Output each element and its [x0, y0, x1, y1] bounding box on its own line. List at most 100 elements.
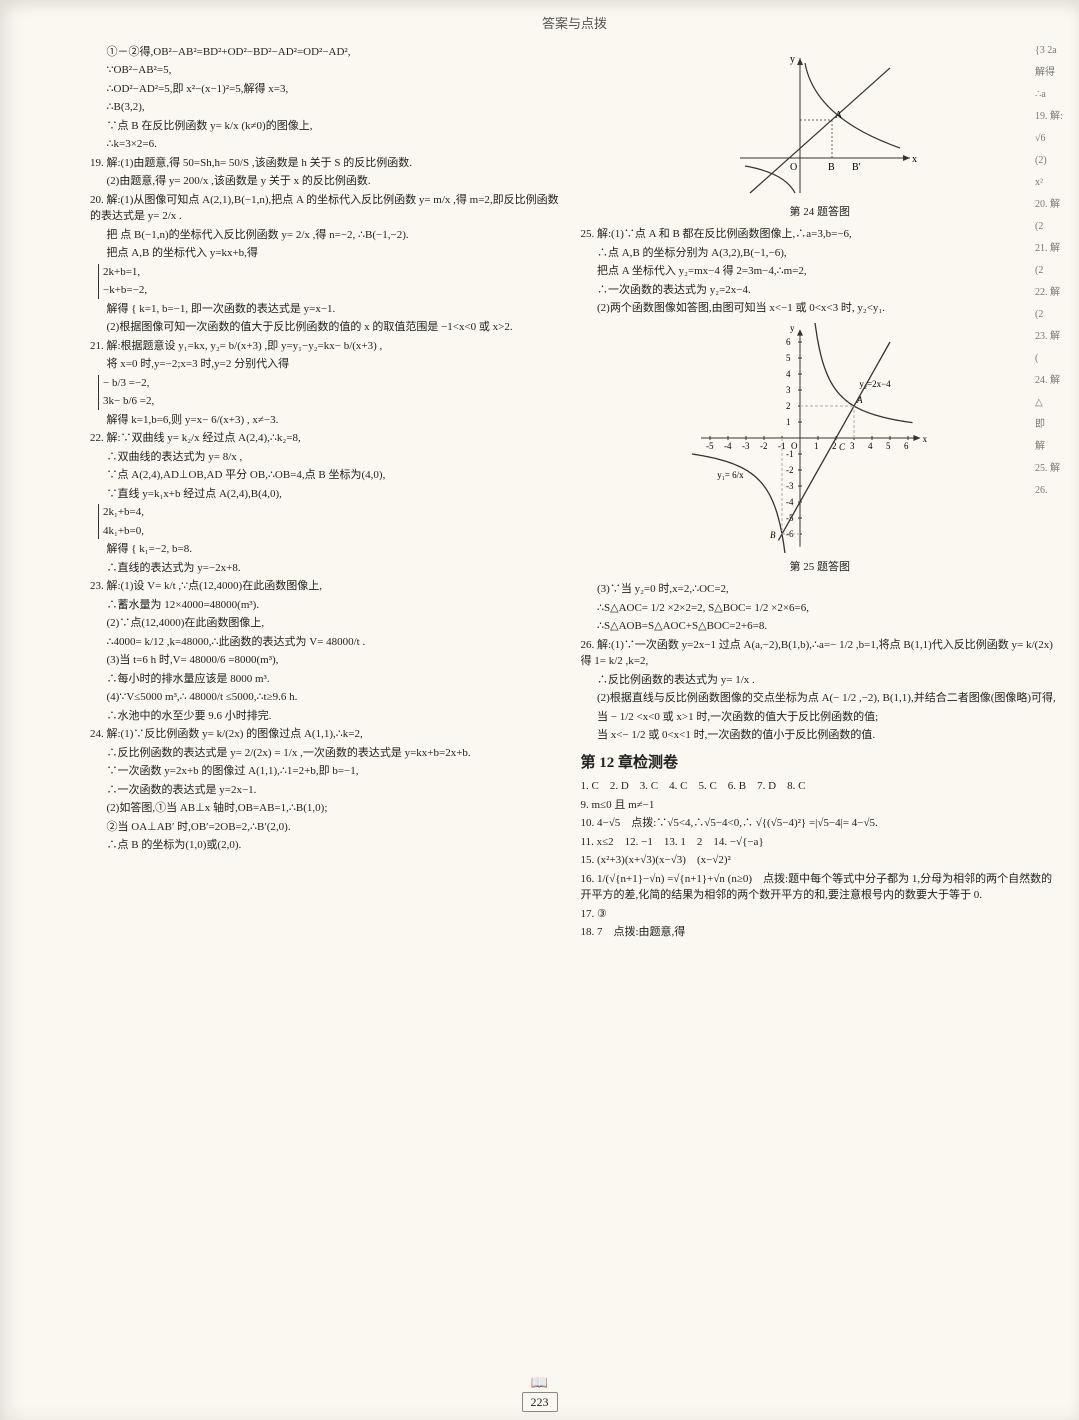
- q26-4: 当 − 1/2 <x<0 或 x>1 时,一次函数的值大于反比例函数的值;: [581, 709, 1060, 726]
- q20-4: 解得 { k=1, b=−1, 即一次函数的表达式是 y=x−1.: [90, 301, 569, 318]
- svg-text:4: 4: [868, 441, 873, 451]
- svg-text:B′: B′: [852, 162, 861, 173]
- a9: 9. m≤0 且 m≠−1: [581, 797, 1060, 814]
- svg-text:1: 1: [814, 441, 819, 451]
- svg-text:y: y: [790, 54, 795, 65]
- svg-text:6: 6: [904, 441, 909, 451]
- q23-4: ∴4000= k/12 ,k=48000,∴此函数的表达式为 V= 48000/…: [90, 634, 569, 651]
- q24-7: ∴点 B 的坐标为(1,0)或(2,0).: [90, 837, 569, 854]
- svg-text:C: C: [839, 442, 846, 452]
- q22-1: 22. 解:∵双曲线 y= k₂/x 经过点 A(2,4),∴k₂=8,: [90, 430, 569, 447]
- svg-text:x: x: [912, 154, 917, 165]
- text-line: ①－②得,OB²−AB²=BD²+OD²−BD²−AD²=OD²−AD²,: [90, 44, 569, 61]
- q25-6: (3)∵当 y₂=0 时,x=2,∴OC=2,: [581, 581, 1060, 598]
- q23-6: ∴每小时的排水量应该是 8000 m³.: [90, 671, 569, 688]
- q20-5: (2)根据图像可知一次函数的值大于反比例函数的值的 x 的取值范围是 −1<x<…: [90, 319, 569, 336]
- svg-text:A: A: [835, 110, 843, 121]
- q24-3: ∵一次函数 y=2x+b 的图像过 A(1,1),∴1=2+b,即 b=−1,: [90, 763, 569, 780]
- svg-text:B: B: [828, 162, 835, 173]
- eq: 2k+b=1,: [103, 264, 569, 281]
- svg-text:5: 5: [786, 353, 791, 363]
- edge-text: 24. 解: [1035, 370, 1075, 392]
- q23-5: (3)当 t=6 h 时,V= 48000/6 =8000(m³),: [90, 652, 569, 669]
- q24-5: (2)如答图,①当 AB⊥x 轴时,OB=AB=1,∴B(1,0);: [90, 800, 569, 817]
- svg-text:y: y: [790, 323, 795, 333]
- eq: 4k₁+b=0,: [103, 523, 569, 540]
- svg-text:1: 1: [786, 417, 791, 427]
- edge-text: 22. 解: [1035, 282, 1075, 304]
- q20-2: 把 点 B(−1,n)的坐标代入反比例函数 y= 2/x ,得 n=−2, ∴B…: [90, 227, 569, 244]
- text-line: ∴B(3,2),: [90, 99, 569, 116]
- q21-1: 21. 解:根据题意设 y₁=kx, y₂= b/(x+3) ,即 y=y₁−y…: [90, 338, 569, 355]
- edge-text: (2: [1035, 260, 1075, 282]
- brace-system: 2k₁+b=4, 4k₁+b=0,: [98, 504, 569, 539]
- q19-1: 19. 解:(1)由题意,得 50=Sh,h= 50/S ,该函数是 h 关于 …: [90, 155, 569, 172]
- edge-text: 25. 解: [1035, 458, 1075, 480]
- edge-text: ∴a: [1035, 84, 1075, 106]
- edge-text: (2: [1035, 216, 1075, 238]
- svg-text:y₁= 6/x: y₁= 6/x: [717, 470, 744, 480]
- eq: 2k₁+b=4,: [103, 504, 569, 521]
- svg-text:-3: -3: [786, 481, 794, 491]
- mc-answers: 1. C 2. D 3. C 4. C 5. C 6. B 7. D 8. C: [581, 778, 1060, 795]
- svg-text:x: x: [922, 434, 927, 444]
- q20-3: 把点 A,B 的坐标代入 y=kx+b,得: [90, 245, 569, 262]
- q22-2: ∴双曲线的表达式为 y= 8/x ,: [90, 449, 569, 466]
- text-line: ∵OB²−AB²=5,: [90, 62, 569, 79]
- q25-7: ∴S△AOC= 1/2 ×2×2=2, S△BOC= 1/2 ×2×6=6,: [581, 600, 1060, 617]
- q20-1: 20. 解:(1)从图像可知点 A(2,1),B(−1,n),把点 A 的坐标代…: [90, 192, 569, 225]
- q24-1: 24. 解:(1)∵反比例函数 y= k/(2x) 的图像过点 A(1,1),∴…: [90, 726, 569, 743]
- edge-text: 解得: [1035, 62, 1075, 84]
- q21-2: 将 x=0 时,y=−2;x=3 时,y=2 分别代入得: [90, 356, 569, 373]
- right-column: x y O A B B′ 第 24 题答图 25. 解:(1)∵点 A 和 B …: [581, 42, 1060, 943]
- q25-2: ∴点 A,B 的坐标分别为 A(3,2),B(−1,−6),: [581, 245, 1060, 262]
- svg-text:6: 6: [786, 337, 791, 347]
- next-page-edge: {3 2a 解得 ∴a 19. 解: √6 (2) x² 20. 解 (2 21…: [1031, 0, 1079, 1420]
- q22-3: ∵点 A(2,4),AD⊥OB,AD 平分 OB,∴OB=4,点 B 坐标为(4…: [90, 467, 569, 484]
- svg-text:2: 2: [786, 401, 791, 411]
- q22-5: 解得 { k₁=−2, b=8.: [90, 541, 569, 558]
- svg-text:-1: -1: [786, 449, 794, 459]
- a11-14: 11. x≤2 12. −1 13. 1 2 14. −√{−a}: [581, 834, 1060, 851]
- svg-text:-5: -5: [706, 441, 714, 451]
- text-line: ∴k=3×2=6.: [90, 136, 569, 153]
- q25-5: (2)两个函数图像如答图,由图可知当 x<−1 或 0<x<3 时, y₂<y₁…: [581, 300, 1060, 317]
- a10: 10. 4−√5 点拨:∵√5<4,∴√5−4<0,∴ √{(√5−4)²} =…: [581, 815, 1060, 832]
- q26-3: (2)根据直线与反比例函数图像的交点坐标为点 A(− 1/2 ,−2), B(1…: [581, 690, 1060, 707]
- figure-24-caption: 第 24 题答图: [581, 204, 1060, 221]
- svg-text:3: 3: [786, 385, 791, 395]
- q23-1: 23. 解:(1)设 V= k/t ,∵点(12,4000)在此函数图像上,: [90, 578, 569, 595]
- svg-text:-3: -3: [742, 441, 750, 451]
- edge-text: 26.: [1035, 480, 1075, 502]
- q23-3: (2)∵点(12,4000)在此函数图像上,: [90, 615, 569, 632]
- edge-text: 解: [1035, 436, 1075, 458]
- a18: 18. 7 点拨:由题意,得: [581, 924, 1060, 941]
- svg-text:-4: -4: [724, 441, 732, 451]
- q26-2: ∴反比例函数的表达式为 y= 1/x .: [581, 672, 1060, 689]
- svg-text:-2: -2: [786, 465, 794, 475]
- figure-25-caption: 第 25 题答图: [581, 559, 1060, 576]
- svg-text:O: O: [790, 162, 797, 173]
- page-number: 223: [522, 1392, 558, 1412]
- q26-5: 当 x<− 1/2 或 0<x<1 时,一次函数的值小于反比例函数的值.: [581, 727, 1060, 744]
- eq: 3k− b/6 =2,: [103, 393, 569, 410]
- edge-text: 19. 解:: [1035, 106, 1075, 128]
- q24-2: ∴反比例函数的表达式是 y= 2/(2x) = 1/x ,一次函数的表达式是 y…: [90, 745, 569, 762]
- book-icon: 📖: [531, 1373, 548, 1394]
- svg-text:y₂=2x−4: y₂=2x−4: [859, 378, 891, 388]
- edge-text: (2): [1035, 150, 1075, 172]
- svg-text:3: 3: [850, 441, 855, 451]
- edge-text: {3 2a: [1035, 40, 1075, 62]
- edge-text: 21. 解: [1035, 238, 1075, 260]
- edge-text: (2: [1035, 304, 1075, 326]
- q24-6: ②当 OA⊥AB′ 时,OB′=2OB=2,∴B′(2,0).: [90, 819, 569, 836]
- svg-text:2: 2: [832, 441, 837, 451]
- q26-1: 26. 解:(1)∵一次函数 y=2x−1 过点 A(a,−2),B(1,b),…: [581, 637, 1060, 670]
- svg-text:5: 5: [886, 441, 891, 451]
- left-column: ①－②得,OB²−AB²=BD²+OD²−BD²−AD²=OD²−AD², ∵O…: [90, 42, 569, 943]
- a15: 15. (x²+3)(x+√3)(x−√3) (x−√2)²: [581, 852, 1060, 869]
- svg-text:4: 4: [786, 369, 791, 379]
- q22-4: ∵直线 y=k₁x+b 经过点 A(2,4),B(4,0),: [90, 486, 569, 503]
- q22-6: ∴直线的表达式为 y=−2x+8.: [90, 560, 569, 577]
- q25-8: ∴S△AOB=S△AOC+S△BOC=2+6=8.: [581, 618, 1060, 635]
